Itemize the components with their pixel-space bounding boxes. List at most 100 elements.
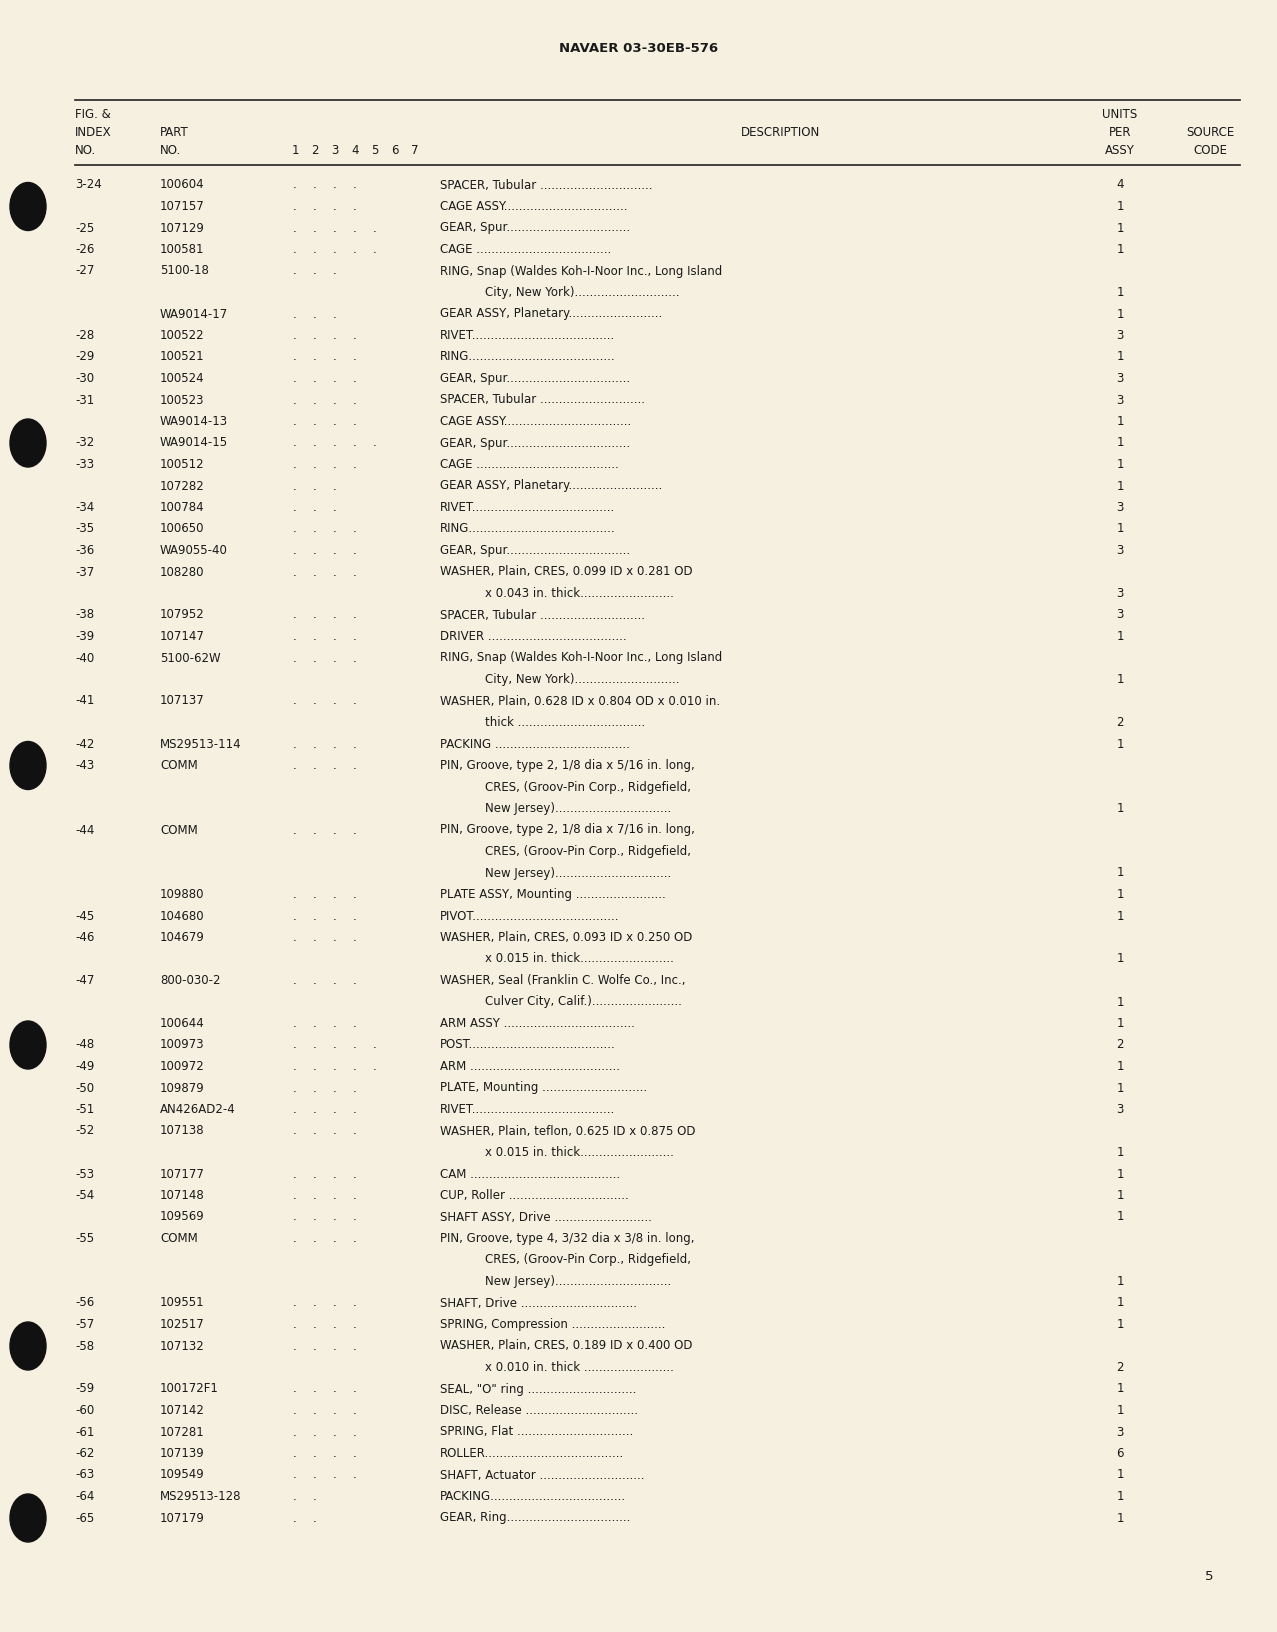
Text: .: . [294,1448,296,1461]
Text: 2: 2 [1116,716,1124,730]
Text: .: . [313,1296,317,1309]
Text: .: . [313,1232,317,1245]
Text: 4: 4 [1116,178,1124,191]
Text: .: . [333,824,337,837]
Text: GEAR, Ring.................................: GEAR, Ring..............................… [441,1511,631,1524]
Text: .: . [333,1382,337,1395]
Text: .: . [294,1190,296,1203]
Text: .: . [354,1340,356,1353]
Text: .: . [294,436,296,449]
Text: -55: -55 [75,1232,94,1245]
Text: CODE: CODE [1193,145,1227,158]
Text: 1: 1 [1116,351,1124,364]
Text: .: . [294,1404,296,1417]
Text: .: . [354,738,356,751]
Text: 107281: 107281 [160,1425,204,1438]
Text: RIVET......................................: RIVET...................................… [441,330,616,343]
Text: .: . [354,351,356,364]
Text: .: . [313,1490,317,1503]
Text: .: . [333,930,337,943]
Text: .: . [354,651,356,664]
Text: .: . [333,501,337,514]
Text: -62: -62 [75,1448,94,1461]
Text: -35: -35 [75,522,94,535]
Text: 3-24: 3-24 [75,178,102,191]
Text: 107952: 107952 [160,609,204,622]
Text: .: . [294,759,296,772]
Text: WA9014-15: WA9014-15 [160,436,229,449]
Text: .: . [333,1103,337,1116]
Text: .: . [294,566,296,578]
Text: .: . [294,1082,296,1095]
Text: -47: -47 [75,974,94,987]
Text: 3: 3 [1116,372,1124,385]
Text: .: . [294,630,296,643]
Text: .: . [313,738,317,751]
Text: .: . [333,609,337,622]
Text: 1: 1 [1116,1082,1124,1095]
Text: NO.: NO. [75,145,96,158]
Text: .: . [333,1340,337,1353]
Text: -26: -26 [75,243,94,256]
Text: GEAR ASSY, Planetary.........................: GEAR ASSY, Planetary....................… [441,307,663,320]
Text: 107282: 107282 [160,480,204,493]
Text: 109880: 109880 [160,888,204,901]
Text: RIVET......................................: RIVET...................................… [441,501,616,514]
Text: 1: 1 [1116,286,1124,299]
Text: .: . [354,459,356,472]
Text: SHAFT, Drive ...............................: SHAFT, Drive ...........................… [441,1296,637,1309]
Text: 100644: 100644 [160,1017,204,1030]
Text: DESCRIPTION: DESCRIPTION [741,127,820,139]
Text: 1: 1 [1116,1490,1124,1503]
Text: 1: 1 [1116,1167,1124,1180]
Text: .: . [313,1017,317,1030]
Text: -41: -41 [75,695,94,708]
Text: 107179: 107179 [160,1511,204,1524]
Text: .: . [294,1124,296,1138]
Text: 1: 1 [1116,415,1124,428]
Text: .: . [354,415,356,428]
Text: .: . [313,566,317,578]
Text: .: . [294,543,296,557]
Text: .: . [313,1340,317,1353]
Text: 800-030-2: 800-030-2 [160,974,221,987]
Text: -56: -56 [75,1296,94,1309]
Text: .: . [333,201,337,214]
Text: 109879: 109879 [160,1082,204,1095]
Ellipse shape [10,183,46,230]
Text: -63: -63 [75,1469,94,1482]
Text: -33: -33 [75,459,94,472]
Text: .: . [294,264,296,277]
Text: -64: -64 [75,1490,94,1503]
Text: .: . [313,1319,317,1332]
Text: x 0.010 in. thick ........................: x 0.010 in. thick ......................… [441,1361,674,1374]
Text: 100972: 100972 [160,1061,204,1072]
Text: 3: 3 [1116,393,1124,406]
Text: PLATE ASSY, Mounting ........................: PLATE ASSY, Mounting ...................… [441,888,665,901]
Text: .: . [354,888,356,901]
Text: 107129: 107129 [160,222,204,235]
Text: .: . [313,178,317,191]
Text: .: . [354,178,356,191]
Text: .: . [354,1319,356,1332]
Text: Culver City, Calif.)........................: Culver City, Calif.)....................… [441,996,682,1009]
Text: .: . [313,1448,317,1461]
Text: GEAR, Spur.................................: GEAR, Spur..............................… [441,372,630,385]
Text: 109549: 109549 [160,1469,204,1482]
Text: SPACER, Tubular ..............................: SPACER, Tubular ........................… [441,178,653,191]
Text: .: . [354,1232,356,1245]
Text: ROLLER.....................................: ROLLER..................................… [441,1448,624,1461]
Text: SHAFT, Actuator ............................: SHAFT, Actuator ........................… [441,1469,645,1482]
Text: -30: -30 [75,372,94,385]
Text: .: . [333,738,337,751]
Text: 1: 1 [291,145,299,158]
Text: .: . [313,1038,317,1051]
Text: .: . [294,393,296,406]
Text: .: . [294,1425,296,1438]
Text: .: . [354,630,356,643]
Text: .: . [294,372,296,385]
Text: PLATE, Mounting ............................: PLATE, Mounting ........................… [441,1082,647,1095]
Text: GEAR, Spur.................................: GEAR, Spur..............................… [441,222,630,235]
Text: .: . [333,1167,337,1180]
Text: .: . [354,609,356,622]
